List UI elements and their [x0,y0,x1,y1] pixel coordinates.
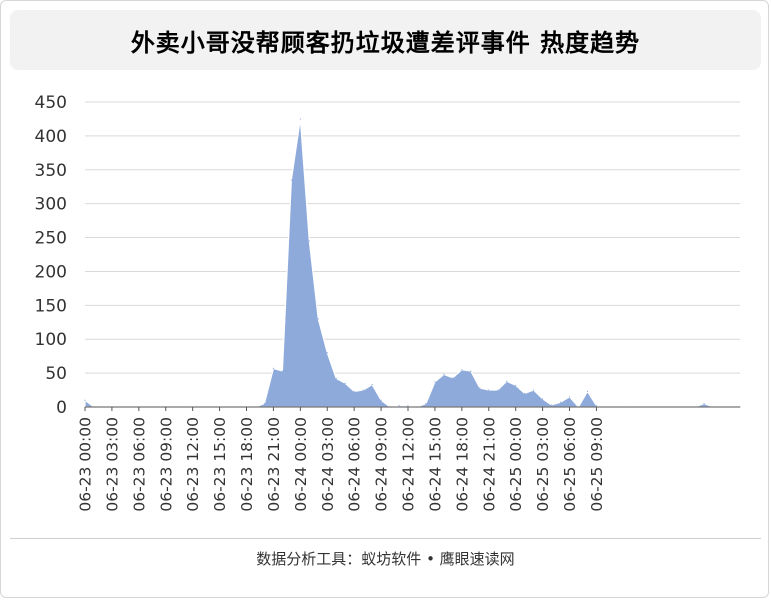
x-tick-label: 06-25 00:00 [507,417,525,512]
y-tick-label-150: 150 [35,296,67,316]
data-point [308,240,310,242]
footer-source: 数据分析工具：蚁坊软件 • 鹰眼速读网 [256,550,515,568]
chart-title: 外卖小哥没帮顾客扔垃圾遭差评事件 热度趋势 [130,28,641,57]
x-axis-ticks: 06-23 00:00 06-23 03:00 06-23 06:00 06-23 0… [77,407,606,512]
y-tick-label-0: 0 [56,398,67,418]
data-point [362,389,364,391]
y-tick-label-350: 350 [35,161,67,181]
data-point [506,380,508,382]
x-tick-label: 06-25 09:00 [588,417,606,512]
y-tick-label-250: 250 [35,229,67,249]
data-point [272,367,275,369]
x-tick-label: 06-25 06:00 [561,417,579,512]
data-point [470,370,472,372]
data-point [326,352,328,354]
x-tick-label: 06-23 12:00 [184,417,202,512]
y-tick-label-100: 100 [35,330,67,350]
data-point [398,405,400,407]
x-tick-label: 06-24 09:00 [373,417,391,512]
data-point [317,318,319,320]
x-tick-label: 06-23 03:00 [103,417,121,512]
data-point [353,390,355,393]
y-tick-label-400: 400 [35,127,67,147]
data-point [479,387,481,389]
data-point [497,389,499,391]
x-tick-label: 06-23 09:00 [157,417,175,512]
data-point [533,389,535,391]
x-tick-label: 06-24 15:00 [426,417,444,512]
x-tick-label: 06-25 03:00 [534,417,552,512]
x-tick-label: 06-24 06:00 [346,417,364,512]
data-point [281,370,283,372]
data-point [299,118,301,120]
data-point [568,396,571,398]
data-point [263,403,266,405]
grid-lines [85,101,740,374]
data-point [488,389,490,391]
data-point [371,384,373,386]
data-point [550,404,553,406]
data-area [84,118,741,408]
data-point [380,399,382,401]
data-point [443,373,445,376]
data-point [434,381,436,383]
data-point [586,390,589,393]
footer-divider [10,538,761,539]
title-bar: 外卖小哥没帮顾客扔垃圾遭差评事件 热度趋势 [10,10,761,70]
data-point [524,392,526,395]
x-tick-label: 06-24 03:00 [319,417,337,512]
data-point [595,405,598,407]
data-point [515,384,517,386]
y-tick-label-450: 450 [35,93,67,113]
x-tick-label: 06-23 21:00 [265,417,283,512]
data-point [290,179,292,181]
y-tick-label-50: 50 [45,364,67,384]
y-tick-label-300: 300 [35,195,67,215]
data-point [559,401,562,403]
x-tick-label: 06-23 15:00 [211,417,229,512]
data-point [452,377,454,379]
data-point [335,377,337,380]
data-point [84,399,86,401]
y-axis-ticks: 0 50 100 150 200 250 300 350 400 450 [35,93,67,418]
x-tick-label: 06-23 18:00 [238,417,256,512]
x-tick-label: 06-24 00:00 [292,417,310,512]
data-point [542,398,544,400]
x-tick-label: 06-24 21:00 [480,417,498,512]
data-point [703,403,705,405]
series-area [84,118,741,408]
data-point [425,403,427,405]
x-tick-label: 06-23 00:00 [77,417,95,512]
x-tick-label: 06-23 06:00 [130,417,148,512]
x-tick-label: 06-24 18:00 [453,417,471,512]
data-point [407,405,409,407]
data-point [461,369,463,371]
x-tick-label: 06-24 12:00 [400,417,418,512]
data-point [344,382,346,384]
y-tick-label-200: 200 [35,262,67,282]
